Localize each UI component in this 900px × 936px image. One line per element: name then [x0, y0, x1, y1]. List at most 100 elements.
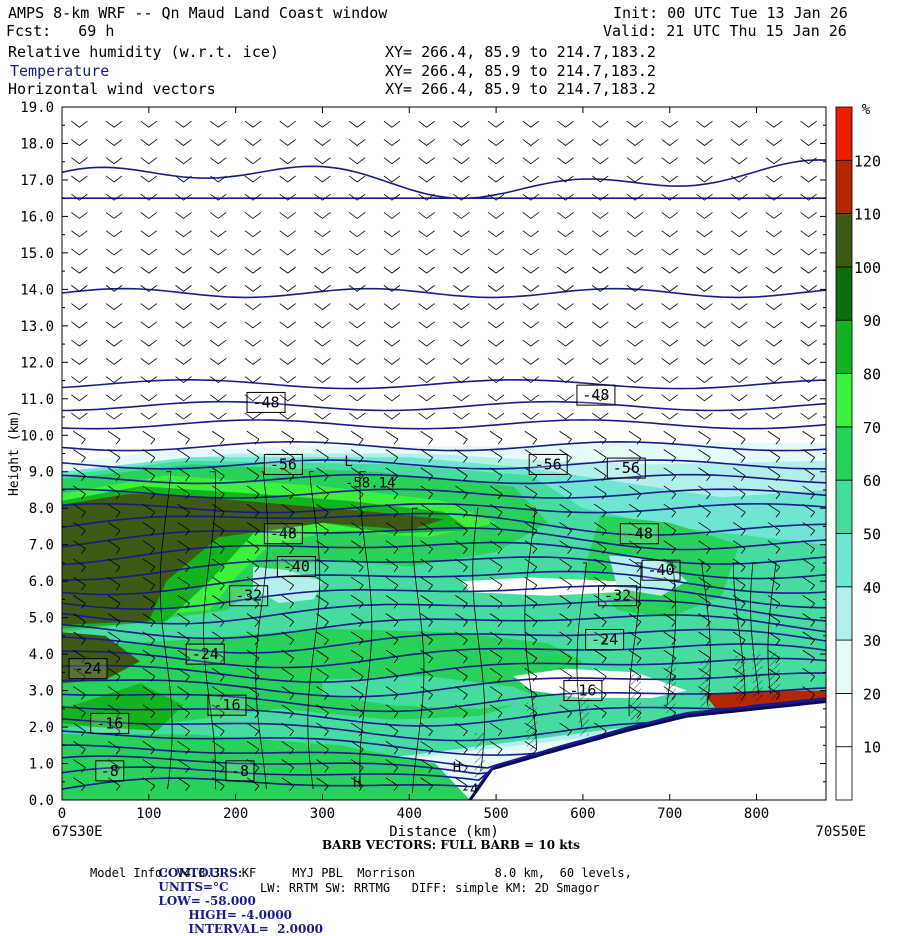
wind-barb: [767, 503, 781, 518]
wind-barb: [212, 449, 225, 463]
isotherm-line: [62, 585, 826, 610]
wind-barb: [800, 321, 817, 329]
wind-barb: [142, 668, 156, 682]
wind-barb: [455, 722, 468, 737]
wind-barb: [175, 212, 192, 219]
temperature-label-box: [598, 585, 638, 607]
colorbar-level-label: 90: [863, 312, 881, 330]
wind-barb: [105, 394, 123, 402]
wind-barb: [800, 157, 817, 165]
wind-barb: [626, 139, 644, 146]
wind-barb: [175, 248, 192, 256]
wind-barb-cluster: [526, 702, 537, 751]
wind-barb: [314, 157, 331, 165]
wind-barb: [279, 412, 296, 420]
wind-barb: [732, 449, 746, 463]
wind-barb: [765, 193, 783, 201]
wind-barb: [626, 412, 644, 420]
isotherm-line: [62, 287, 826, 299]
wind-barb: [594, 631, 607, 646]
rh-region: [253, 566, 323, 603]
x-tick-label: 800: [744, 806, 769, 822]
wind-barb: [765, 248, 783, 256]
wind-barb: [210, 139, 227, 146]
wind-barb: [142, 740, 156, 755]
wind-barb: [730, 357, 748, 365]
y-axis-label: Height (km): [7, 410, 22, 496]
wind-barb: [524, 631, 538, 646]
wind-barb: [522, 266, 540, 274]
wind-barb: [592, 139, 609, 146]
terrain-edge: [468, 700, 826, 800]
wind-barb: [73, 704, 86, 719]
wind-barb: [314, 303, 331, 311]
wind-barb: [210, 230, 227, 238]
temperature-label-box: [276, 556, 316, 578]
y-tick-label: 7.0: [29, 538, 54, 554]
temperature-label-box: [528, 453, 568, 475]
wind-barb: [767, 485, 781, 500]
wind-barb: [765, 376, 783, 384]
wind-barb: [383, 285, 401, 292]
temperature-label-box: [606, 457, 646, 479]
isotherm-line: [62, 400, 826, 412]
wind-barb: [730, 285, 748, 292]
wind-barb: [385, 522, 399, 536]
wind-barb: [696, 394, 713, 402]
temperature-label-box: [619, 523, 659, 545]
temperature-label: -24: [591, 631, 618, 649]
extremum-label: L: [344, 454, 352, 470]
wind-barb: [210, 266, 227, 274]
wind-barb: [557, 321, 574, 329]
wind-barb: [594, 540, 607, 554]
wind-barb-column: [203, 471, 217, 790]
wind-barb: [281, 649, 295, 664]
wind-barb: [244, 248, 262, 256]
wind-barb: [175, 394, 192, 402]
y-tick-label: 15.0: [20, 246, 54, 262]
wind-barb: [522, 357, 540, 365]
wind-barb: [453, 285, 470, 292]
wind-barb: [175, 357, 192, 365]
rh-region: [322, 676, 549, 709]
wind-barb: [385, 430, 399, 445]
wind-barb: [383, 357, 401, 365]
wind-barb: [420, 595, 433, 609]
wind-barb: [420, 777, 433, 792]
wind-barb: [455, 740, 468, 755]
wind-barb: [802, 595, 815, 609]
barb-legend: BARB VECTORS: FULL BARB = 10 kts: [322, 838, 580, 852]
wind-barb: [420, 576, 433, 591]
wind-barb: [420, 631, 433, 646]
wind-barb: [455, 595, 468, 609]
wind-barb-column: [767, 562, 777, 695]
wind-barb: [177, 467, 190, 481]
wind-barb: [279, 212, 296, 219]
temperature-label-box: [263, 453, 303, 475]
wind-barb: [628, 430, 642, 445]
wind-barb: [698, 576, 711, 591]
wind-barb: [73, 595, 86, 609]
wind-barb: [767, 558, 781, 573]
valid-time: Valid: 21 UTC Thu 15 Jan 26: [603, 22, 847, 40]
wind-barb: [73, 576, 86, 591]
wind-barb: [316, 595, 329, 609]
wind-barb: [316, 740, 329, 755]
wind-barb: [524, 485, 538, 500]
wind-barb: [105, 376, 123, 384]
wind-barb: [420, 668, 433, 682]
wind-barb: [142, 430, 156, 445]
wind-barb: [314, 175, 331, 183]
wind-barb: [175, 120, 192, 128]
wind-barb: [559, 722, 572, 737]
wind-barb: [383, 212, 401, 219]
temperature-label: -32: [235, 587, 262, 605]
wind-barb: [698, 558, 711, 573]
rh-region: [513, 668, 688, 698]
wind-barb: [626, 394, 644, 402]
colorbar-swatch: [835, 266, 853, 321]
wind-barb: [316, 503, 329, 518]
wind-barb: [592, 394, 609, 402]
temperature-label-box: [246, 391, 286, 413]
x-left-endpoint-label: 67S30E: [52, 824, 103, 840]
